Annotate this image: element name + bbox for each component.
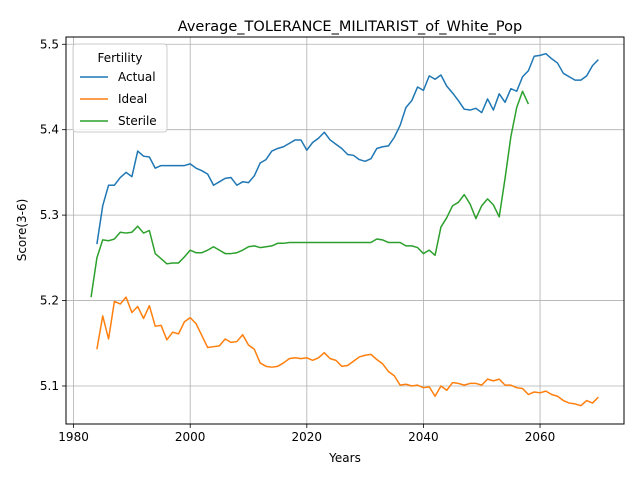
series-lines: [90, 52, 599, 407]
y-tick-label: 5.1: [40, 379, 59, 393]
grid: [66, 37, 624, 424]
x-tick-label: 2020: [292, 430, 323, 444]
x-tick-label: 2000: [175, 430, 206, 444]
series-line-sterile: [90, 90, 530, 298]
y-tick-label: 5.3: [40, 208, 59, 222]
y-tick-label: 5.5: [40, 37, 59, 51]
chart-title: Average_TOLERANCE_MILITARIST_of_White_Po…: [178, 19, 523, 35]
x-axis-label: Years: [328, 451, 361, 465]
y-axis-label: Score(3-6): [15, 199, 29, 262]
legend-label-ideal: Ideal: [118, 92, 147, 106]
x-tick-label: 2060: [525, 430, 556, 444]
plot-area-frame: [65, 36, 625, 425]
x-tick-label: 1980: [58, 430, 89, 444]
x-tick-label: 2040: [408, 430, 439, 444]
axis-ticks: 1980 2000 2020 2040 2060 5.1 5.2 5.3 5.4 5.5: [40, 37, 555, 444]
series-line-ideal: [96, 296, 599, 407]
legend: Fertility Actual Ideal Sterile: [72, 43, 168, 133]
legend-box: [72, 43, 168, 133]
y-tick-label: 5.4: [40, 123, 59, 137]
y-tick-label: 5.2: [40, 294, 59, 308]
legend-label-sterile: Sterile: [118, 114, 157, 128]
legend-label-actual: Actual: [118, 70, 156, 84]
series-line-actual: [96, 52, 599, 245]
legend-title: Fertility: [97, 51, 142, 65]
